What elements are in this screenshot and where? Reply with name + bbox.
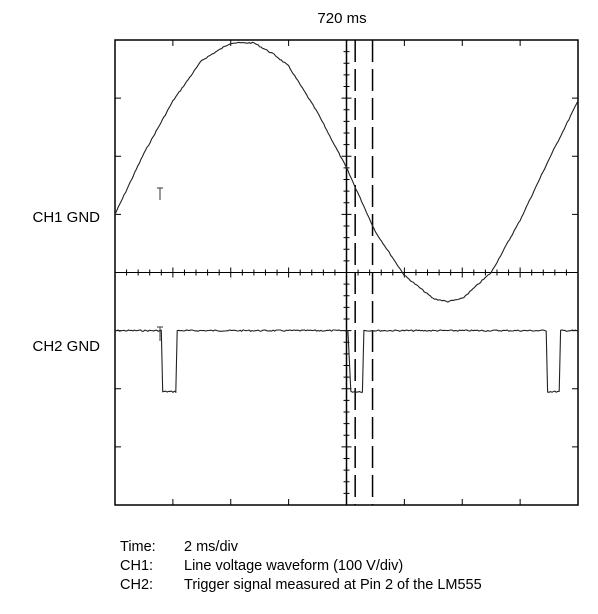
ch1-ground-label: CH1 GND — [32, 209, 100, 226]
caption-key: CH2: — [120, 577, 154, 593]
ch2-ground-label: CH2 GND — [32, 338, 100, 355]
oscilloscope-chart: 720 ms CH1 GND CH2 GND — [32, 10, 579, 506]
caption-key: Time: — [120, 539, 156, 555]
trigger-markers — [157, 187, 163, 341]
caption-row-ch1: CH1: Line voltage waveform (100 V/div) — [120, 557, 482, 576]
caption-key: CH1: — [120, 558, 154, 574]
ch2-trigger-signal-trace — [114, 329, 579, 394]
time-cursors — [345, 40, 374, 505]
caption-row-ch2: CH2: Trigger signal measured at Pin 2 of… — [120, 576, 482, 595]
ch1-line-voltage-trace — [114, 41, 579, 303]
caption-value: Line voltage waveform (100 V/div) — [184, 558, 404, 574]
measurement-caption: Time: 2 ms/div CH1: Line voltage wavefor… — [120, 538, 482, 595]
cursor-time-label: 720 ms — [317, 10, 366, 27]
caption-row-time: Time: 2 ms/div — [120, 538, 482, 557]
caption-value: Trigger signal measured at Pin 2 of the … — [184, 577, 482, 593]
caption-value: 2 ms/div — [184, 539, 238, 555]
